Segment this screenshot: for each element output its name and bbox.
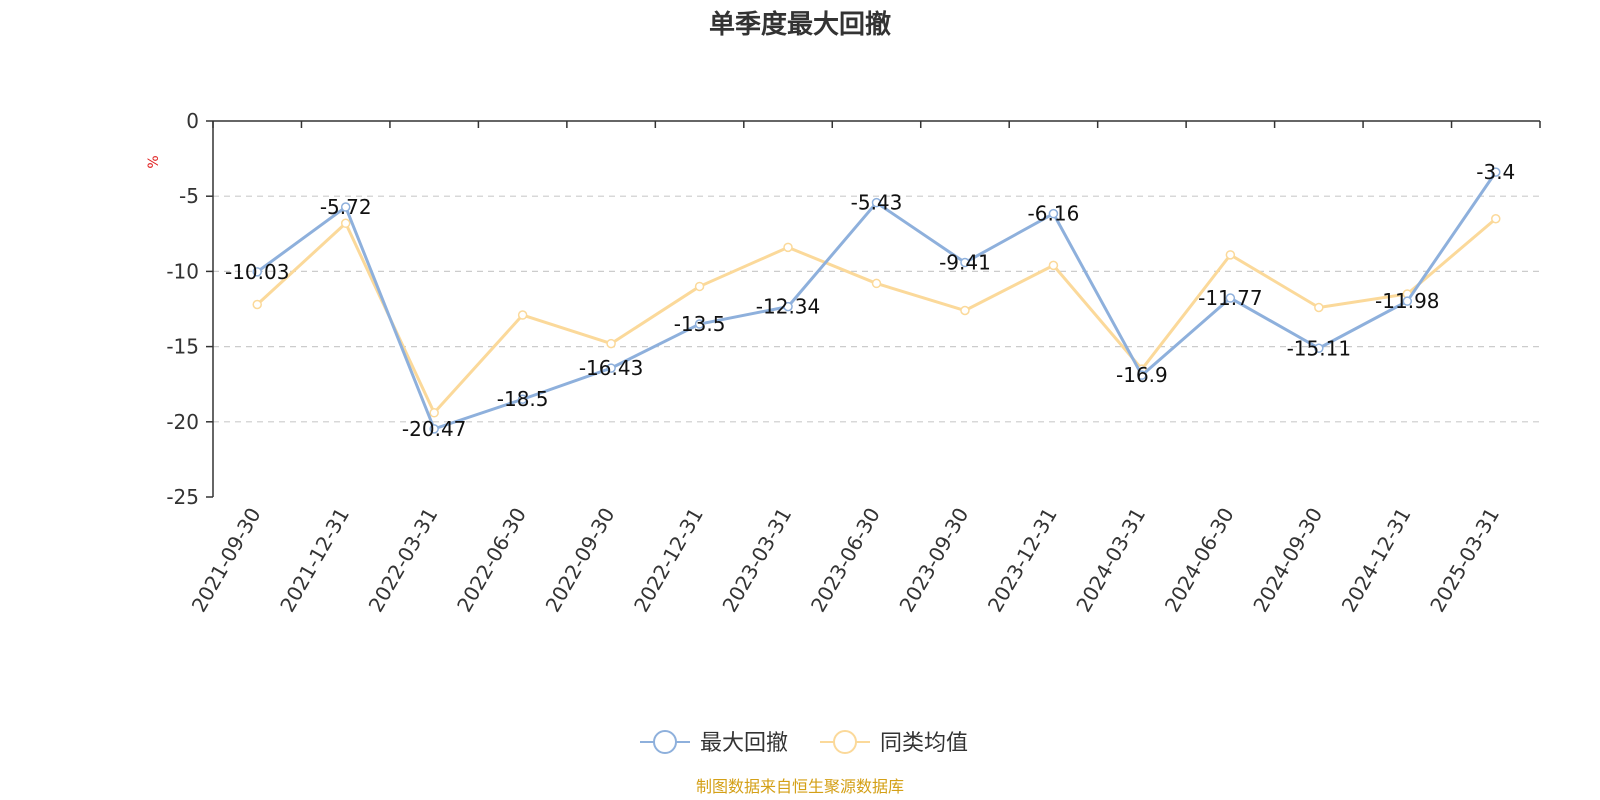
legend-label: 同类均值 <box>880 731 968 756</box>
series-point <box>694 281 705 292</box>
data-label: -18.5 <box>497 387 549 411</box>
series-point <box>694 319 705 329</box>
data-label: -6.16 <box>1028 202 1080 226</box>
y-tick-label: -20 <box>166 410 199 434</box>
data-label: -15.11 <box>1287 336 1351 360</box>
data-label: -5.72 <box>320 195 372 219</box>
x-tick-label: 2024-06-30 <box>1160 504 1239 617</box>
y-tick-label: -5 <box>179 184 199 208</box>
series-point <box>340 202 351 212</box>
series-point <box>783 242 793 253</box>
y-tick-label: -15 <box>166 335 199 359</box>
series-point <box>1314 343 1324 354</box>
x-tick-label: 2023-09-30 <box>894 504 973 617</box>
x-tick-label: 2021-12-31 <box>275 504 354 617</box>
x-tick-label: 2022-03-31 <box>364 503 443 616</box>
x-tick-label: 2024-12-31 <box>1337 504 1416 617</box>
data-label: -5.43 <box>851 191 903 215</box>
x-tick-label: 2022-06-30 <box>452 504 531 617</box>
series-point <box>1314 302 1324 313</box>
legend-circle-icon <box>653 730 677 754</box>
data-label: -10.03 <box>225 260 289 284</box>
series-point <box>1048 208 1059 219</box>
data-label: -16.9 <box>1116 363 1168 387</box>
x-tick-label: 2023-12-31 <box>983 504 1062 617</box>
series-point <box>1402 296 1413 306</box>
series-point <box>517 310 528 320</box>
legend-item[interactable]: 同类均值 <box>820 730 968 756</box>
x-tick-label: 2022-09-30 <box>541 504 620 617</box>
data-label: -13.5 <box>674 312 726 336</box>
legend-item[interactable]: 最大回撤 <box>640 730 788 756</box>
series-point <box>960 305 970 316</box>
data-label: -16.43 <box>579 356 643 380</box>
series-point <box>517 394 528 404</box>
data-label: -3.4 <box>1476 160 1515 184</box>
series-point <box>871 197 882 208</box>
series-point <box>606 338 616 349</box>
series-point <box>429 408 439 418</box>
data-label: -11.77 <box>1198 286 1262 310</box>
x-tick-label: 2021-09-30 <box>187 504 266 617</box>
chart-title: 单季度最大回撤 <box>709 9 891 40</box>
y-unit-label: % <box>146 155 162 168</box>
data-label: -11.98 <box>1375 289 1439 313</box>
source-note: 制图数据来自恒生聚源数据库 <box>696 777 904 796</box>
grid-layer <box>213 195 1540 423</box>
series-point <box>429 424 439 434</box>
series-point <box>1491 167 1501 177</box>
x-tick-label: 2023-06-30 <box>806 504 885 617</box>
series-point <box>1491 214 1501 224</box>
data-label: -20.47 <box>402 417 466 441</box>
data-label: -9.41 <box>939 251 991 275</box>
series-line <box>256 217 1497 415</box>
series-point <box>783 301 793 312</box>
series-point <box>606 363 616 373</box>
series-point <box>252 299 262 310</box>
x-tick-label: 2024-09-30 <box>1248 504 1327 617</box>
x-tick-label: 2022-12-31 <box>629 504 708 617</box>
legend-circle-icon <box>833 730 857 754</box>
data-label-layer: -10.03 -5.72 -20.47 -18.5 -16.43 -13.5 -12.34 -… <box>225 160 1515 441</box>
series-point <box>960 257 970 268</box>
x-tick-label: 2024-03-31 <box>1071 504 1150 617</box>
y-tick-label: 0 <box>186 109 199 133</box>
data-label: -12.34 <box>756 295 820 319</box>
series-layer <box>252 167 1501 434</box>
series-point <box>871 278 882 289</box>
series-point <box>340 218 351 229</box>
legend-label: 最大回撤 <box>700 731 788 756</box>
series-point <box>252 267 262 277</box>
series-point <box>1225 250 1236 260</box>
y-tick-label: -10 <box>166 259 199 283</box>
x-tick-label: 2023-03-31 <box>717 504 796 617</box>
series-point <box>1137 370 1147 380</box>
legend[interactable]: 最大回撤 同类均值 <box>640 730 968 756</box>
x-tick-label: 2025-03-31 <box>1425 504 1504 617</box>
series-point <box>1225 293 1236 303</box>
series-point <box>1048 260 1059 271</box>
y-tick-label: -25 <box>166 485 199 509</box>
